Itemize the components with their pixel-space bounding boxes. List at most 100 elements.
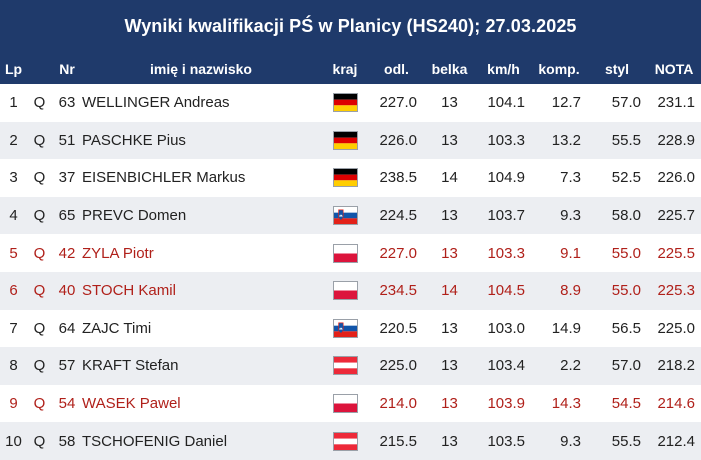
cell-kraj: [320, 159, 370, 197]
cell-belka: 13: [441, 244, 458, 262]
cell-nota: 228.9: [657, 131, 695, 149]
col-lp: Lp: [4, 60, 23, 77]
cell-q: Q: [33, 432, 46, 450]
table-row: 4 Q 65 PREVC Domen 224.5 13 103.7 9.3 58…: [0, 196, 701, 235]
cell-lp: 8: [9, 357, 18, 375]
cell-nr: 40: [58, 282, 76, 300]
cell-komp: 14.9: [551, 319, 581, 337]
cell-styl: 57.0: [611, 357, 641, 375]
col-nr: Nr: [59, 60, 75, 77]
cell-name: STOCH Kamil: [82, 282, 176, 300]
cell-komp: 8.9: [560, 282, 581, 300]
cell-odl: 224.5: [379, 207, 417, 225]
col-odl: odl.: [384, 60, 409, 77]
cell-komp: 12.7: [551, 94, 581, 112]
cell-nr: 37: [58, 169, 76, 187]
pol-flag-icon: [332, 394, 358, 414]
cell-name: ZAJC Timi: [82, 319, 152, 337]
cell-kmh: 103.5: [487, 432, 525, 450]
cell-nr: 65: [58, 207, 76, 225]
cell-name: WELLINGER Andreas: [82, 94, 230, 112]
cell-name: EISENBICHLER Markus: [82, 169, 246, 187]
cell-q: Q: [33, 244, 46, 262]
cell-odl: 234.5: [379, 282, 417, 300]
cell-styl: 55.5: [611, 432, 641, 450]
cell-kmh: 104.5: [487, 282, 525, 300]
col-kmh: km/h: [487, 60, 520, 77]
cell-styl: 55.0: [611, 282, 641, 300]
cell-lp: 6: [9, 282, 18, 300]
cell-nr: 51: [58, 131, 76, 149]
cell-kraj: [320, 234, 370, 272]
cell-nr: 63: [58, 94, 76, 112]
cell-komp: 7.3: [560, 169, 581, 187]
cell-odl: 227.0: [379, 244, 417, 262]
cell-kmh: 103.9: [487, 395, 525, 413]
aut-flag-icon: [332, 356, 358, 376]
cell-kraj: [320, 310, 370, 348]
col-styl: styl: [604, 60, 630, 77]
cell-styl: 54.5: [611, 395, 641, 413]
cell-kmh: 103.3: [487, 131, 525, 149]
cell-belka: 14: [441, 282, 458, 300]
cell-belka: 13: [441, 395, 458, 413]
col-komp: komp.: [538, 60, 580, 77]
cell-nota: 226.0: [657, 169, 695, 187]
cell-kmh: 103.0: [487, 319, 525, 337]
cell-belka: 13: [441, 131, 458, 149]
col-nota: NOTA: [654, 60, 694, 77]
cell-nota: 225.0: [657, 319, 695, 337]
cell-nr: 57: [58, 357, 76, 375]
cell-kmh: 103.3: [487, 244, 525, 262]
cell-nota: 225.7: [657, 207, 695, 225]
cell-komp: 14.3: [551, 395, 581, 413]
cell-kmh: 103.7: [487, 207, 525, 225]
cell-odl: 215.5: [379, 432, 417, 450]
cell-kraj: [320, 272, 370, 310]
cell-komp: 9.1: [560, 244, 581, 262]
cell-belka: 14: [441, 169, 458, 187]
cell-lp: 2: [9, 131, 18, 149]
cell-kraj: [320, 84, 370, 122]
cell-odl: 214.0: [379, 395, 417, 413]
slo-flag-icon: [332, 318, 358, 338]
cell-styl: 55.0: [611, 244, 641, 262]
ger-flag-icon: [332, 130, 358, 150]
cell-name: PREVC Domen: [82, 207, 187, 225]
cell-nota: 225.5: [657, 244, 695, 262]
cell-komp: 13.2: [551, 131, 581, 149]
cell-kraj: [320, 197, 370, 235]
cell-styl: 58.0: [611, 207, 641, 225]
cell-nr: 42: [58, 244, 76, 262]
header-row: Lp Nr imię i nazwisko kraj odl. belka km…: [0, 53, 701, 84]
cell-odl: 220.5: [379, 319, 417, 337]
cell-odl: 226.0: [379, 131, 417, 149]
cell-nota: 212.4: [657, 432, 695, 450]
cell-q: Q: [33, 357, 46, 375]
cell-name: ZYLA Piotr: [82, 244, 154, 262]
cell-belka: 13: [441, 319, 458, 337]
aut-flag-icon: [332, 431, 358, 451]
cell-name: TSCHOFENIG Daniel: [82, 432, 228, 450]
cell-lp: 1: [9, 94, 18, 112]
cell-lp: 3: [9, 169, 18, 187]
table-row: 6 Q 40 STOCH Kamil 234.5 14 104.5 8.9 55…: [0, 271, 701, 310]
cell-lp: 5: [9, 244, 18, 262]
results-table: Lp Nr imię i nazwisko kraj odl. belka km…: [0, 53, 701, 460]
cell-nota: 225.3: [657, 282, 695, 300]
table-title: Wyniki kwalifikacji PŚ w Planicy (HS240)…: [0, 0, 701, 53]
cell-styl: 56.5: [611, 319, 641, 337]
cell-q: Q: [33, 319, 46, 337]
col-belka: belka: [431, 60, 468, 77]
cell-styl: 55.5: [611, 131, 641, 149]
col-kraj: kraj: [332, 60, 358, 77]
table-row: 5 Q 42 ZYLA Piotr 227.0 13 103.3 9.1 55.…: [0, 234, 701, 272]
cell-komp: 2.2: [560, 357, 581, 375]
cell-odl: 225.0: [379, 357, 417, 375]
cell-komp: 9.3: [560, 432, 581, 450]
cell-q: Q: [33, 94, 46, 112]
table-row: 10 Q 58 TSCHOFENIG Daniel 215.5 13 103.5…: [0, 422, 701, 460]
cell-kraj: [320, 422, 370, 460]
cell-komp: 9.3: [560, 207, 581, 225]
col-name: imię i nazwisko: [150, 60, 252, 77]
